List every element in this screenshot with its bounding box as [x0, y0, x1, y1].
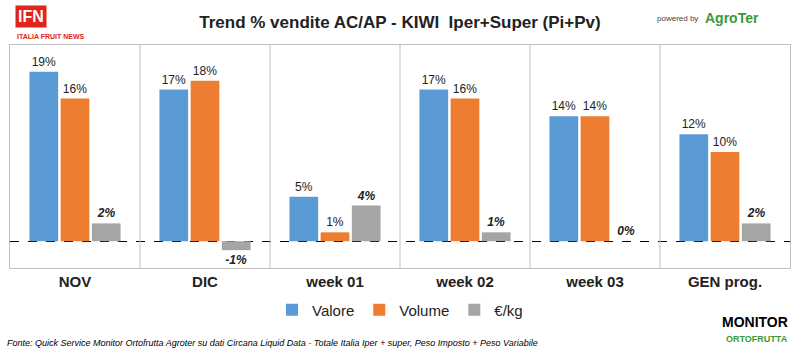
- svg-text:week 03: week 03: [565, 273, 624, 290]
- svg-text:GEN prog.: GEN prog.: [688, 273, 762, 290]
- svg-text:AgroTer: AgroTer: [705, 10, 759, 26]
- svg-text:19%: 19%: [32, 55, 56, 69]
- svg-text:17%: 17%: [422, 73, 446, 87]
- svg-text:Valore: Valore: [312, 302, 354, 319]
- svg-text:10%: 10%: [713, 135, 737, 149]
- svg-text:MONITOR: MONITOR: [722, 314, 788, 330]
- svg-text:NOV: NOV: [59, 273, 92, 290]
- svg-text:14%: 14%: [583, 99, 607, 113]
- svg-text:Trend % vendite AC/AP - KIWI: Trend % vendite AC/AP - KIWI Iper+Super …: [199, 13, 600, 32]
- svg-text:-1%: -1%: [225, 253, 247, 267]
- svg-text:12%: 12%: [682, 117, 706, 131]
- svg-text:1%: 1%: [487, 215, 505, 229]
- svg-text:2%: 2%: [747, 206, 766, 220]
- svg-text:1%: 1%: [326, 215, 344, 229]
- svg-text:17%: 17%: [162, 73, 186, 87]
- svg-text:2%: 2%: [97, 206, 116, 220]
- svg-text:18%: 18%: [193, 64, 217, 78]
- svg-text:14%: 14%: [552, 99, 576, 113]
- svg-text:IFN: IFN: [18, 8, 44, 25]
- svg-text:ITALIA FRUIT NEWS: ITALIA FRUIT NEWS: [17, 33, 85, 40]
- svg-text:0%: 0%: [617, 224, 635, 238]
- svg-text:powered by: powered by: [657, 14, 698, 23]
- svg-text:€/kg: €/kg: [494, 302, 522, 319]
- svg-text:week 01: week 01: [305, 273, 364, 290]
- svg-text:16%: 16%: [453, 82, 477, 96]
- svg-text:16%: 16%: [63, 82, 87, 96]
- svg-text:5%: 5%: [295, 180, 313, 194]
- svg-text:week 02: week 02: [435, 273, 494, 290]
- svg-text:Volume: Volume: [399, 302, 449, 319]
- svg-text:Fonte: Quick Service Monitor O: Fonte: Quick Service Monitor Ortofrutta …: [7, 338, 538, 348]
- svg-text:4%: 4%: [357, 189, 376, 203]
- svg-text:ORTOFRUTTA: ORTOFRUTTA: [726, 334, 788, 344]
- svg-text:DIC: DIC: [192, 273, 218, 290]
